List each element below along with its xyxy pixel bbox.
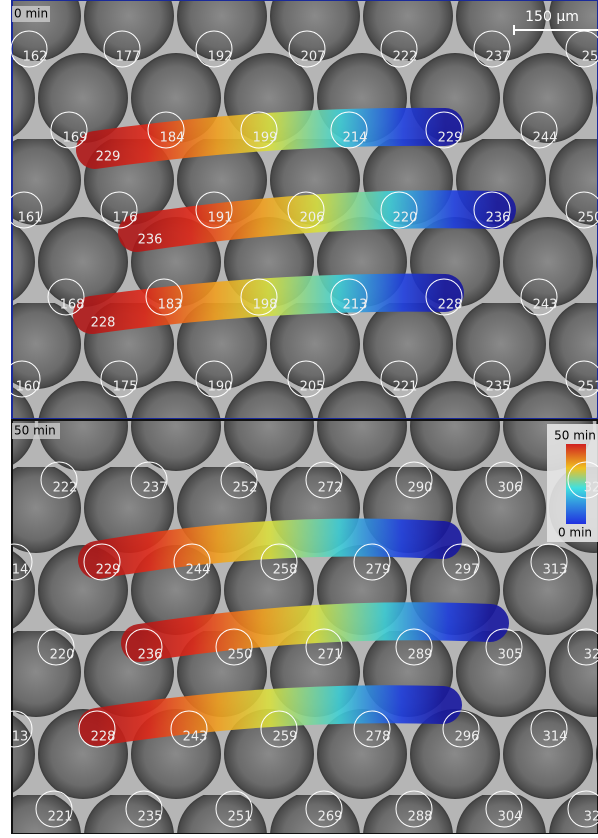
well-label: 259 [273, 730, 298, 745]
well-label: 32 [584, 648, 598, 663]
well-label: 221 [48, 810, 73, 825]
well-label: 235 [138, 810, 163, 825]
well-label: 290 [408, 481, 433, 496]
time-label: 0 min [14, 7, 48, 21]
well-label: 199 [253, 131, 278, 146]
well-label: 32 [584, 481, 598, 496]
well-label: 250 [228, 648, 253, 663]
colorbar-max: 50 min [554, 429, 596, 443]
well-label: 176 [113, 211, 138, 226]
scale-label: 150 μm [525, 9, 579, 25]
well-label: 250 [578, 211, 598, 226]
well-label: 222 [53, 481, 78, 496]
well-label: 214 [343, 131, 368, 146]
well-label: 297 [455, 563, 480, 578]
well-label: 296 [455, 730, 480, 745]
well-label: 305 [498, 648, 523, 663]
well-label: 160 [16, 380, 41, 395]
well-label: 272 [318, 481, 343, 496]
track [97, 538, 443, 561]
well-label: 237 [143, 481, 168, 496]
well-label: 177 [116, 50, 141, 65]
time-label: 50 min [14, 424, 56, 438]
well-label: 237 [486, 50, 511, 65]
track [140, 621, 490, 643]
well-label: 222 [393, 50, 418, 65]
well-label: 235 [486, 380, 511, 395]
well-label: 229 [96, 563, 121, 578]
well-label: 251 [578, 380, 598, 395]
well-label: 229 [438, 131, 463, 146]
well-label: 243 [533, 298, 558, 313]
well-label: 271 [318, 648, 343, 663]
well-label: 306 [498, 481, 523, 496]
well-label: 243 [183, 730, 208, 745]
well-label: 228 [91, 730, 116, 745]
well-label: 207 [301, 50, 326, 65]
well-label: 175 [113, 380, 138, 395]
track-start-label: 236 [138, 233, 163, 248]
well-label: 228 [438, 298, 463, 313]
well-label: 288 [408, 810, 433, 825]
well-label: 32 [584, 810, 598, 825]
well-label: 314 [543, 730, 568, 745]
well-label: 278 [366, 730, 391, 745]
well-label: 313 [543, 563, 568, 578]
well-label: 258 [273, 563, 298, 578]
well-label: 221 [393, 380, 418, 395]
well-label: 168 [60, 298, 85, 313]
micrograph: 0 min 50 min 150 μm 50 min 0 min 162 177 1… [0, 0, 598, 834]
well-label: 205 [300, 380, 325, 395]
well-label: 162 [23, 50, 48, 65]
well-label: 213 [343, 298, 368, 313]
well-label: 184 [160, 131, 185, 146]
well-label: 220 [393, 211, 418, 226]
well-label: 198 [253, 298, 278, 313]
well-label: 251 [228, 810, 253, 825]
colorbar-min: 0 min [558, 526, 592, 540]
well-label: 13 [12, 730, 29, 745]
well-label: 244 [186, 563, 211, 578]
well-label: 220 [50, 648, 75, 663]
well-label: 161 [18, 211, 43, 226]
well-label: 169 [63, 131, 88, 146]
track-start-label: 228 [91, 316, 116, 331]
well-label: 279 [366, 563, 391, 578]
well-label: 206 [300, 211, 325, 226]
well-label: 236 [138, 648, 163, 663]
well-label: 304 [498, 810, 523, 825]
well-label: 269 [318, 810, 343, 825]
well-label: 25 [582, 50, 598, 65]
well-label: 14 [12, 563, 29, 578]
well-label: 244 [533, 131, 558, 146]
well-label: 236 [486, 211, 511, 226]
well-label: 289 [408, 648, 433, 663]
well-label: 190 [208, 380, 233, 395]
track-start-label: 229 [96, 150, 121, 165]
well-label: 191 [208, 211, 233, 226]
well-label: 252 [233, 481, 258, 496]
well-label: 183 [158, 298, 183, 313]
well-label: 192 [208, 50, 233, 65]
